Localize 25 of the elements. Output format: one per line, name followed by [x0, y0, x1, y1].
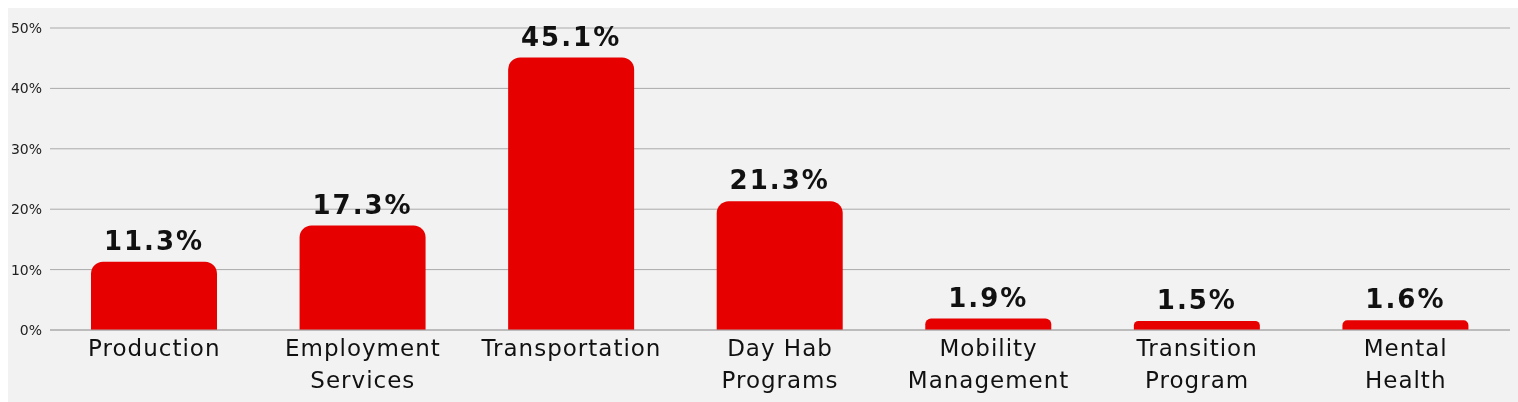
y-tick-label: 0% — [19, 321, 42, 338]
data-label: 17.3% — [312, 189, 413, 220]
x-tick-label: Transportation — [480, 335, 662, 361]
x-tick-label: Employment Services — [284, 335, 441, 393]
x-tick-label: Day Hab Programs — [721, 335, 839, 393]
x-tick-label: Mobility Management — [907, 335, 1070, 393]
y-tick-label: 40% — [10, 80, 42, 97]
x-tick-label: Mental Health — [1363, 335, 1448, 393]
x-tick-label: Production — [88, 335, 221, 361]
data-label: 1.6% — [1365, 284, 1446, 315]
bar — [299, 225, 426, 330]
y-tick-label: 20% — [10, 201, 42, 218]
data-label: 1.9% — [948, 282, 1029, 313]
bar — [1342, 320, 1469, 330]
y-tick-label: 30% — [10, 140, 42, 157]
data-label: 11.3% — [103, 225, 205, 256]
x-tick-label: Transition Program — [1135, 335, 1258, 393]
y-tick-label: 10% — [10, 261, 42, 278]
data-label: 1.5% — [1156, 284, 1237, 315]
bar — [91, 261, 217, 330]
bar — [508, 57, 635, 330]
y-tick-label: 50% — [10, 19, 42, 36]
data-label: 21.3% — [729, 165, 830, 196]
data-label: 45.1% — [521, 21, 622, 52]
bar — [716, 201, 843, 330]
